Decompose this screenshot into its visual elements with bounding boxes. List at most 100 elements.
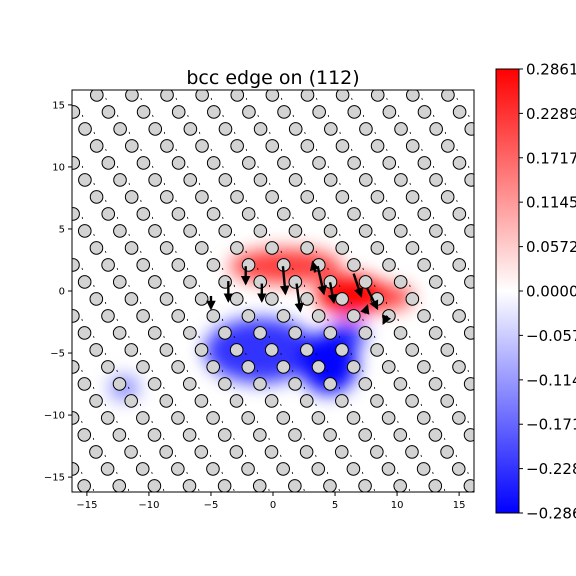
small-displacement bbox=[104, 301, 107, 305]
atom bbox=[183, 224, 197, 238]
small-displacement bbox=[491, 353, 492, 355]
small-displacement bbox=[245, 403, 247, 407]
atom bbox=[393, 377, 408, 391]
small-displacement bbox=[116, 369, 118, 373]
atom bbox=[113, 122, 127, 136]
atom bbox=[416, 411, 431, 425]
atom bbox=[452, 258, 467, 272]
atom bbox=[359, 122, 373, 136]
atom bbox=[477, 191, 490, 204]
small-displacement bbox=[233, 386, 235, 390]
atom bbox=[323, 377, 338, 391]
small-displacement bbox=[350, 301, 352, 305]
atom bbox=[428, 377, 443, 391]
small-displacement bbox=[105, 97, 107, 101]
atom bbox=[335, 292, 349, 306]
small-displacement bbox=[210, 250, 212, 254]
atom bbox=[55, 395, 68, 408]
small-displacement bbox=[339, 233, 341, 237]
small-displacement bbox=[163, 182, 166, 186]
small-displacement bbox=[256, 420, 259, 424]
atom bbox=[405, 394, 419, 408]
atom bbox=[136, 258, 151, 272]
small-displacement bbox=[280, 301, 282, 305]
atom bbox=[148, 224, 162, 238]
small-displacement bbox=[186, 420, 188, 424]
atom bbox=[194, 343, 209, 357]
small-displacement bbox=[233, 284, 235, 288]
atom bbox=[124, 445, 138, 459]
colorbar-tick-label: −0.1717 bbox=[526, 416, 576, 434]
atom bbox=[55, 140, 68, 153]
small-displacement bbox=[408, 437, 411, 441]
atom bbox=[100, 411, 115, 425]
x-axis: −15 −10 −5 0 5 10 15 bbox=[76, 492, 465, 511]
atom bbox=[171, 309, 186, 323]
small-displacement bbox=[268, 488, 270, 492]
atom bbox=[311, 411, 326, 425]
atom bbox=[358, 428, 372, 442]
small-displacement bbox=[408, 488, 411, 492]
small-displacement bbox=[174, 403, 177, 407]
atom bbox=[229, 292, 244, 306]
small-displacement bbox=[420, 454, 422, 458]
atom bbox=[136, 207, 151, 221]
atom bbox=[463, 377, 474, 391]
atom bbox=[194, 445, 209, 459]
atom bbox=[382, 105, 397, 119]
small-displacement bbox=[151, 216, 154, 220]
atom bbox=[77, 326, 92, 340]
atom bbox=[182, 428, 197, 442]
small-displacement bbox=[315, 352, 317, 356]
small-displacement bbox=[245, 199, 247, 203]
atom bbox=[300, 139, 315, 153]
small-displacement bbox=[303, 335, 306, 339]
atom bbox=[72, 156, 81, 170]
small-displacement bbox=[421, 148, 423, 152]
atom bbox=[394, 122, 408, 136]
displacement-arrow bbox=[360, 304, 370, 315]
small-displacement bbox=[480, 183, 481, 185]
colorbar-tick-label: −0.2861 bbox=[526, 505, 576, 523]
small-displacement bbox=[374, 335, 376, 339]
atom bbox=[265, 190, 279, 204]
small-displacement bbox=[175, 352, 177, 356]
small-displacement bbox=[492, 302, 493, 304]
atom bbox=[405, 139, 420, 153]
atom bbox=[253, 428, 267, 442]
atom bbox=[72, 411, 80, 425]
atom bbox=[72, 105, 81, 119]
atom bbox=[206, 411, 220, 425]
small-displacement bbox=[198, 233, 201, 237]
small-displacement bbox=[256, 369, 259, 373]
small-displacement bbox=[339, 284, 341, 288]
small-displacement bbox=[292, 318, 294, 322]
colorbar-tick-label: 0.2861 bbox=[526, 61, 576, 79]
atom bbox=[382, 258, 396, 272]
atom bbox=[440, 445, 454, 459]
displacement-arrow bbox=[309, 260, 320, 273]
small-displacement bbox=[386, 506, 387, 508]
small-displacement bbox=[163, 386, 165, 390]
small-displacement bbox=[151, 471, 153, 475]
atom bbox=[230, 241, 244, 255]
small-displacement bbox=[409, 131, 411, 135]
atom bbox=[194, 292, 209, 306]
atom bbox=[195, 139, 209, 153]
atom bbox=[335, 343, 349, 357]
small-displacement bbox=[116, 267, 118, 271]
small-displacement bbox=[467, 369, 469, 373]
small-displacement bbox=[198, 182, 201, 186]
small-displacement bbox=[233, 437, 235, 441]
small-displacement bbox=[245, 454, 247, 458]
atom bbox=[358, 479, 372, 492]
small-displacement bbox=[385, 301, 388, 305]
small-displacement bbox=[304, 131, 306, 135]
atom bbox=[417, 207, 432, 221]
atom bbox=[159, 241, 174, 255]
atom bbox=[72, 207, 80, 221]
small-displacement bbox=[116, 471, 118, 475]
small-displacement bbox=[93, 182, 95, 186]
x-tick-label: −15 bbox=[76, 500, 97, 511]
atom bbox=[440, 241, 455, 255]
